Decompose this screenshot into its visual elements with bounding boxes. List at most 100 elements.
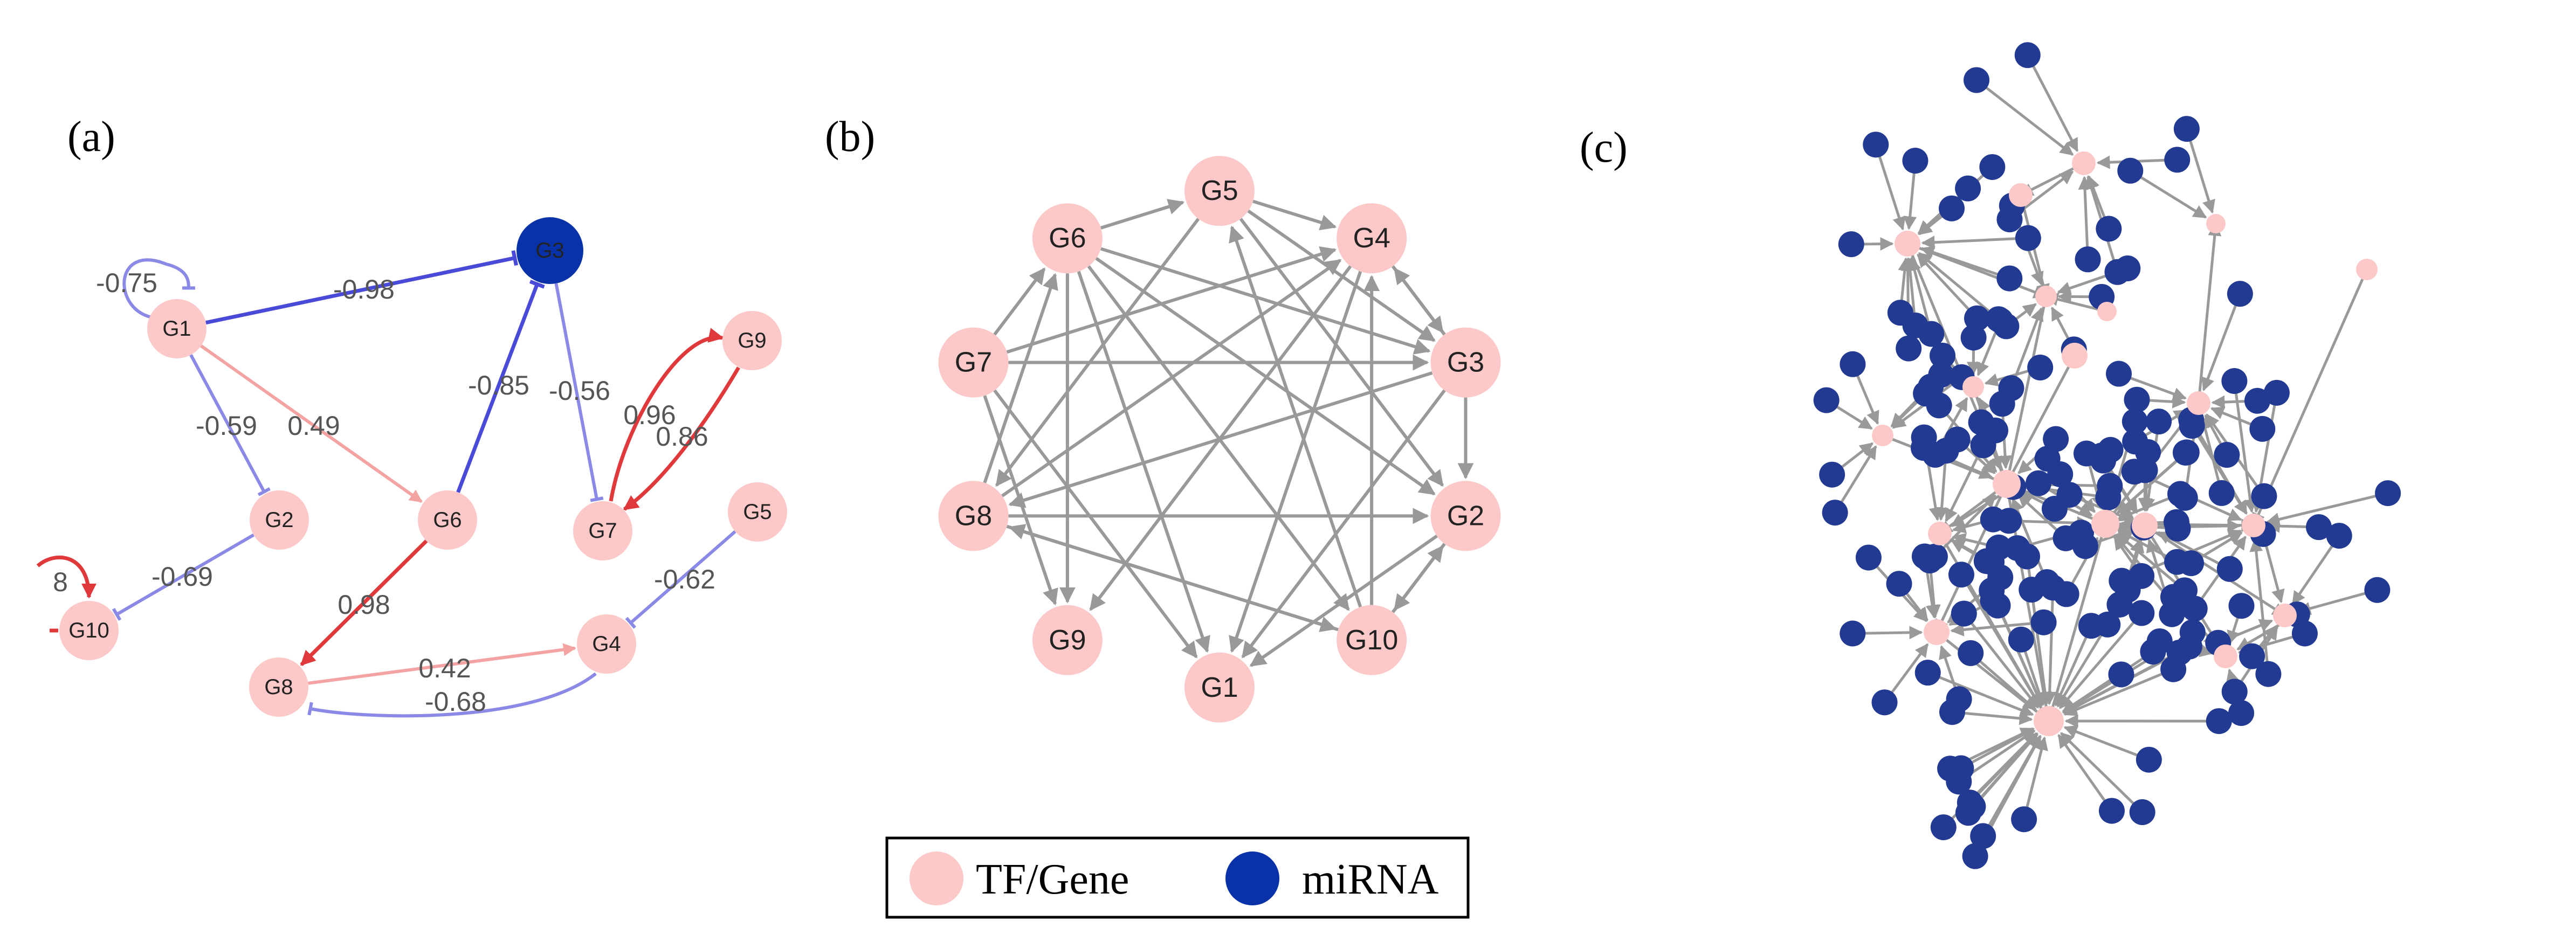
panel-b-edge-g2-g1	[1249, 535, 1438, 667]
panel-c-edge-83	[1950, 621, 2044, 636]
panel-a-edge-weight-g1-g6: 0.49	[287, 411, 340, 441]
panel-b-node-g1	[1184, 652, 1255, 723]
panel-a-node-label-g2: G2	[265, 508, 293, 532]
panel-a-node-label-g3: G3	[535, 239, 564, 262]
panel-c-edge-1	[2022, 736, 2048, 820]
panel-c-edge-111	[2078, 176, 2092, 260]
panel-a-node-label-g1: G1	[162, 317, 191, 341]
panel-c-mirna-node	[2221, 678, 2248, 705]
panel-a-edge-weight-g9-g7: 0.86	[656, 421, 708, 452]
panel-c-mirna-node	[2160, 656, 2187, 682]
panel-c-mirna-node	[1863, 131, 1889, 158]
panel-c-gene-node	[2009, 183, 2033, 207]
panel-c-mirna-node	[2228, 593, 2255, 619]
panel-a-edge-weight-g2-g10: -0.69	[151, 562, 213, 592]
panel-c-mirna-node	[2027, 354, 2054, 380]
panel-b-edge-g3-g4	[1393, 267, 1446, 336]
panel-a-node-g10	[59, 601, 119, 660]
panel-c-edge-130	[2265, 491, 2388, 526]
panel-b-edge-g6-g3	[1100, 247, 1431, 355]
panel-c-mirna-node	[1840, 620, 1866, 647]
panel-c-mirna-node	[1871, 689, 1898, 716]
panel-c-mirna-node	[2124, 386, 2150, 413]
panel-c-mirna-node	[2228, 700, 2255, 726]
panel-a-node-g4	[577, 614, 636, 674]
panel-a-edge-g8-g4	[308, 643, 576, 685]
panel-c-edge-113	[2026, 54, 2079, 153]
panel-a-edge-g1-g6	[200, 344, 423, 503]
panel-c-mirna-node	[2326, 523, 2352, 549]
panel-c-mirna-node	[1987, 307, 2014, 334]
panel-c-mirna-node	[1979, 154, 2006, 180]
panel-c-mirna-node	[1911, 543, 1938, 570]
panel-c-mirna-node	[2263, 379, 2290, 406]
panel-c-mirna-node	[1838, 231, 1864, 258]
legend: TF/Gene miRNA	[885, 836, 1470, 919]
panel-c-edge-67	[1874, 144, 1906, 231]
panel-b-edge-g4-g9	[1089, 265, 1352, 611]
panel-a-edge-g4-g8	[310, 672, 597, 718]
panel-b-edge-g6-g5	[1100, 199, 1185, 230]
panel-c-gene-node	[2242, 514, 2265, 537]
panel-c-gene-node	[1962, 376, 1984, 398]
panel-c-mirna-node	[1964, 305, 1990, 331]
panel-c-mirna-node	[1922, 441, 1948, 468]
panel-c-edge-133	[2143, 519, 2241, 533]
panel-c-edge-69	[1918, 252, 2000, 321]
panel-a-edge-g2-g10	[116, 534, 254, 615]
panel-c-mirna-node	[2179, 619, 2206, 646]
panel-a-edge-g3-g7	[554, 283, 597, 500]
panel-c-mirna-node	[2072, 533, 2098, 559]
panel-a-edge-weight-g3-g7: -0.56	[549, 376, 610, 406]
panel-c-mirna-node	[2208, 480, 2235, 506]
panel-c-mirna-node	[2173, 439, 2200, 466]
panel-b-node-label-g3: G3	[1447, 347, 1484, 378]
panel-c-mirna-node	[2244, 387, 2270, 414]
panel-c-gene-node	[2034, 706, 2064, 736]
panel-b-node-label-g2: G2	[1447, 500, 1484, 531]
panel-c-mirna-node	[2075, 246, 2101, 273]
panel-c-mirna-node	[1958, 640, 1984, 666]
panel-a-node-g6	[418, 490, 477, 550]
panel-b-node-label-g7: G7	[955, 347, 992, 378]
panel-a-edge-weight-g4-g8: -0.68	[425, 687, 486, 717]
panel-c-mirna-node	[2181, 595, 2208, 622]
panel-c-mirna-node	[1996, 265, 2023, 292]
panel-b-edge-g7-g6	[993, 267, 1046, 336]
panel-c-mirna-node	[1960, 324, 1987, 351]
panel-c-edge-11	[2060, 732, 2144, 813]
panel-c-mirna-node	[2173, 116, 2200, 142]
panel-b-node-g8	[938, 481, 1009, 551]
panel-c-nodes	[1813, 42, 2401, 869]
panel-c-hub-edge-17	[2197, 222, 2222, 404]
panel-b-edge-g7-g4	[1006, 246, 1337, 354]
panel-a-node-label-g10: G10	[68, 619, 109, 642]
panel-c-mirna-node	[2108, 661, 2134, 688]
panel-c-edge-127	[2249, 538, 2270, 674]
panel-c-mirna-node	[1930, 814, 1957, 841]
panel-c-mirna-node	[2096, 216, 2122, 242]
panel-c-edge-26	[1960, 573, 2041, 708]
panel-c-mirna-node	[2047, 461, 2074, 488]
panel-c-mirna-node	[2146, 408, 2172, 435]
panel-c-mirna-node	[2053, 581, 2079, 607]
panel-c-edge-70	[1917, 253, 1978, 320]
panel-c-mirna-node	[2206, 708, 2232, 735]
panel-c-mirna-node	[2251, 483, 2277, 509]
panel-a-node-label-g7: G7	[588, 519, 617, 543]
panel-c-mirna-node	[2106, 361, 2132, 387]
panel-a-edge-g6-g3	[456, 284, 538, 493]
panel-a-node-g1	[147, 299, 206, 358]
panel-b-node-label-g4: G4	[1353, 223, 1390, 254]
panel-b-node-g9	[1032, 605, 1103, 675]
panel-c-edge-73	[1921, 236, 2028, 250]
panel-c-mirna-node	[2015, 225, 2041, 251]
panel-a-node-label-g5: G5	[743, 500, 772, 524]
panel-c-mirna-node	[1955, 800, 1981, 826]
panel-a-edge-g6-g8	[300, 539, 428, 666]
panel-a-node-label-g9: G9	[738, 329, 766, 352]
panel-c-mirna-node	[2014, 42, 2041, 68]
panel-a-node-g3	[516, 217, 583, 284]
panel-b-edge-g10-g5	[1229, 225, 1362, 608]
